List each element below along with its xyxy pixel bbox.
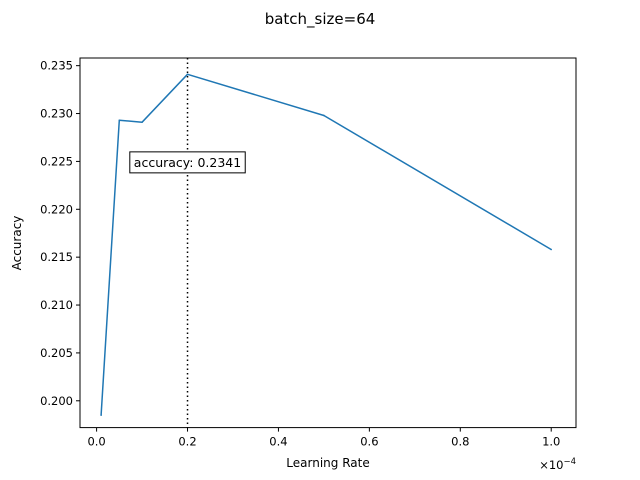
plot-area bbox=[80, 58, 576, 428]
data-point bbox=[550, 248, 553, 251]
plot-frame bbox=[79, 57, 577, 429]
y-tick-label: 0.235 bbox=[40, 59, 73, 73]
x-tick-label: 0.4 bbox=[269, 435, 287, 449]
y-tick-label: 0.220 bbox=[40, 202, 73, 216]
y-tick-label: 0.210 bbox=[40, 298, 73, 312]
y-axis: 0.200 0.205 0.210 0.215 0.220 0.225 0.230 0.235 bbox=[40, 59, 80, 408]
series-line bbox=[100, 73, 552, 416]
x-tick-label: 0.8 bbox=[451, 435, 469, 449]
x-axis: 0.0 0.2 0.4 0.6 0.8 1.0 bbox=[87, 427, 560, 449]
annotation-frame bbox=[129, 151, 246, 174]
y-tick-label: 0.230 bbox=[40, 107, 73, 121]
x-tick-label: 0.0 bbox=[87, 435, 105, 449]
x-tick-label: 0.2 bbox=[178, 435, 196, 449]
data-point bbox=[100, 414, 102, 416]
data-point bbox=[186, 73, 189, 76]
y-axis-label: Accuracy bbox=[10, 216, 24, 271]
data-point bbox=[141, 121, 143, 123]
data-point bbox=[323, 114, 325, 117]
x-tick-label: 0.6 bbox=[360, 435, 378, 449]
annotation-box: accuracy: 0.2341 bbox=[129, 151, 246, 174]
x-axis-multiplier: ×10−4 bbox=[539, 457, 576, 472]
annotation-text: accuracy: 0.2341 bbox=[134, 155, 241, 170]
x-multiplier-exponent: −4 bbox=[563, 457, 576, 467]
x-multiplier-base: ×10 bbox=[539, 458, 563, 472]
x-tick-label: 1.0 bbox=[542, 435, 560, 449]
y-tick-label: 0.215 bbox=[40, 250, 73, 264]
x-axis-label: Learning Rate bbox=[286, 456, 369, 470]
y-tick-label: 0.200 bbox=[40, 394, 73, 408]
chart-title: batch_size=64 bbox=[265, 10, 376, 29]
data-point bbox=[118, 119, 121, 122]
series-layer bbox=[100, 73, 553, 416]
y-tick-label: 0.205 bbox=[40, 346, 73, 360]
y-tick-label: 0.225 bbox=[40, 154, 73, 168]
